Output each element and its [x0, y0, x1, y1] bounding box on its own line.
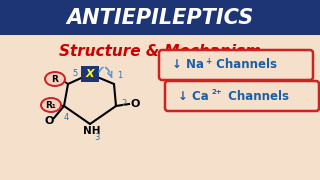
Text: O: O [130, 99, 140, 109]
Text: 4: 4 [63, 114, 68, 123]
Text: R₁: R₁ [46, 100, 56, 109]
Text: ↓ Na: ↓ Na [172, 58, 204, 71]
Text: 2: 2 [121, 100, 127, 109]
FancyBboxPatch shape [0, 0, 320, 35]
Text: 5: 5 [72, 69, 78, 78]
FancyBboxPatch shape [81, 66, 99, 82]
Ellipse shape [45, 72, 65, 86]
Text: ↓ Ca: ↓ Ca [178, 89, 209, 102]
Text: NH: NH [83, 126, 101, 136]
Text: 1: 1 [117, 71, 123, 80]
Text: R: R [52, 75, 59, 84]
Text: Channels: Channels [212, 58, 277, 71]
FancyBboxPatch shape [165, 81, 319, 111]
Text: Structure & Mechanism: Structure & Mechanism [59, 44, 261, 60]
Text: +: + [205, 57, 211, 66]
Text: O: O [44, 116, 54, 126]
Text: Channels: Channels [224, 89, 289, 102]
Text: ANTIEPILEPTICS: ANTIEPILEPTICS [66, 8, 254, 28]
Text: 3: 3 [94, 134, 100, 143]
FancyBboxPatch shape [159, 50, 313, 80]
Text: X: X [86, 69, 94, 79]
Ellipse shape [41, 98, 61, 112]
Text: 2+: 2+ [212, 89, 223, 95]
